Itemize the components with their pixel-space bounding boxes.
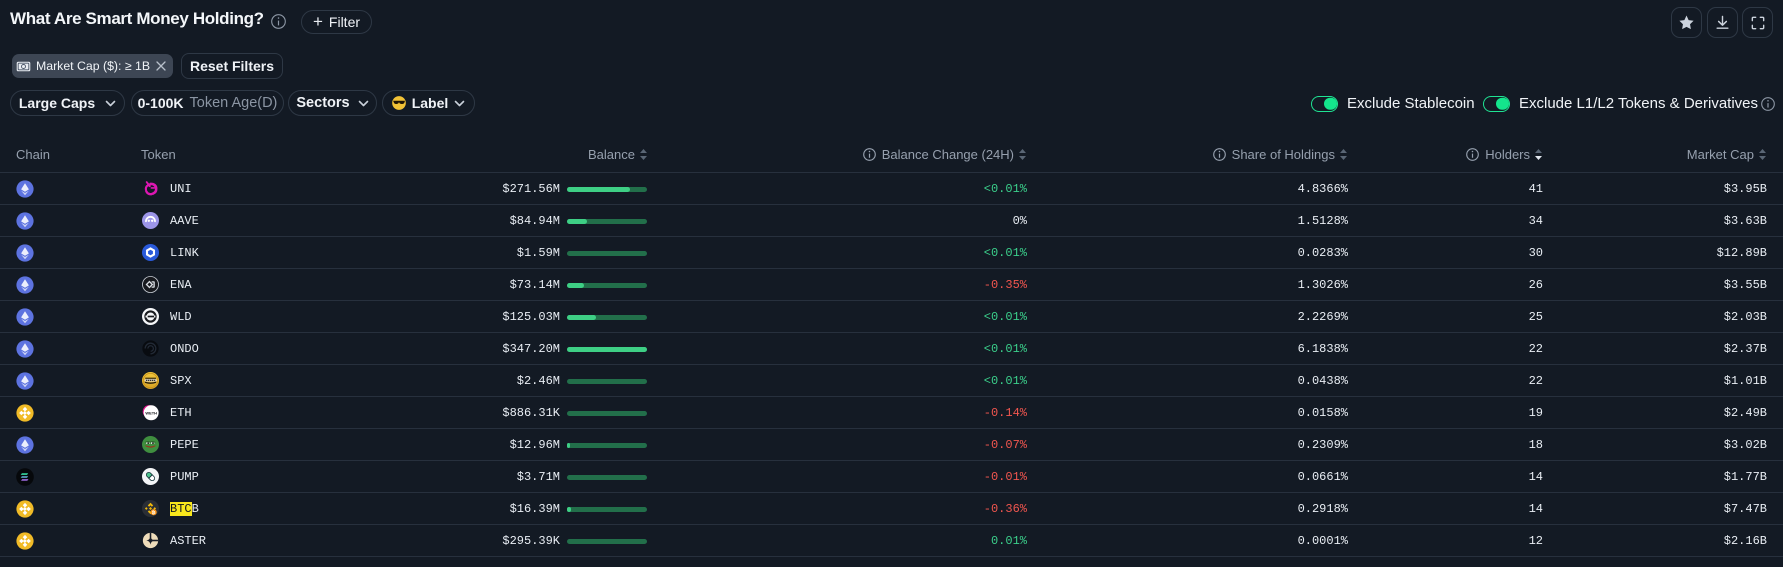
svg-text:₿: ₿ [152,509,156,515]
svg-text:WETH: WETH [145,410,157,415]
